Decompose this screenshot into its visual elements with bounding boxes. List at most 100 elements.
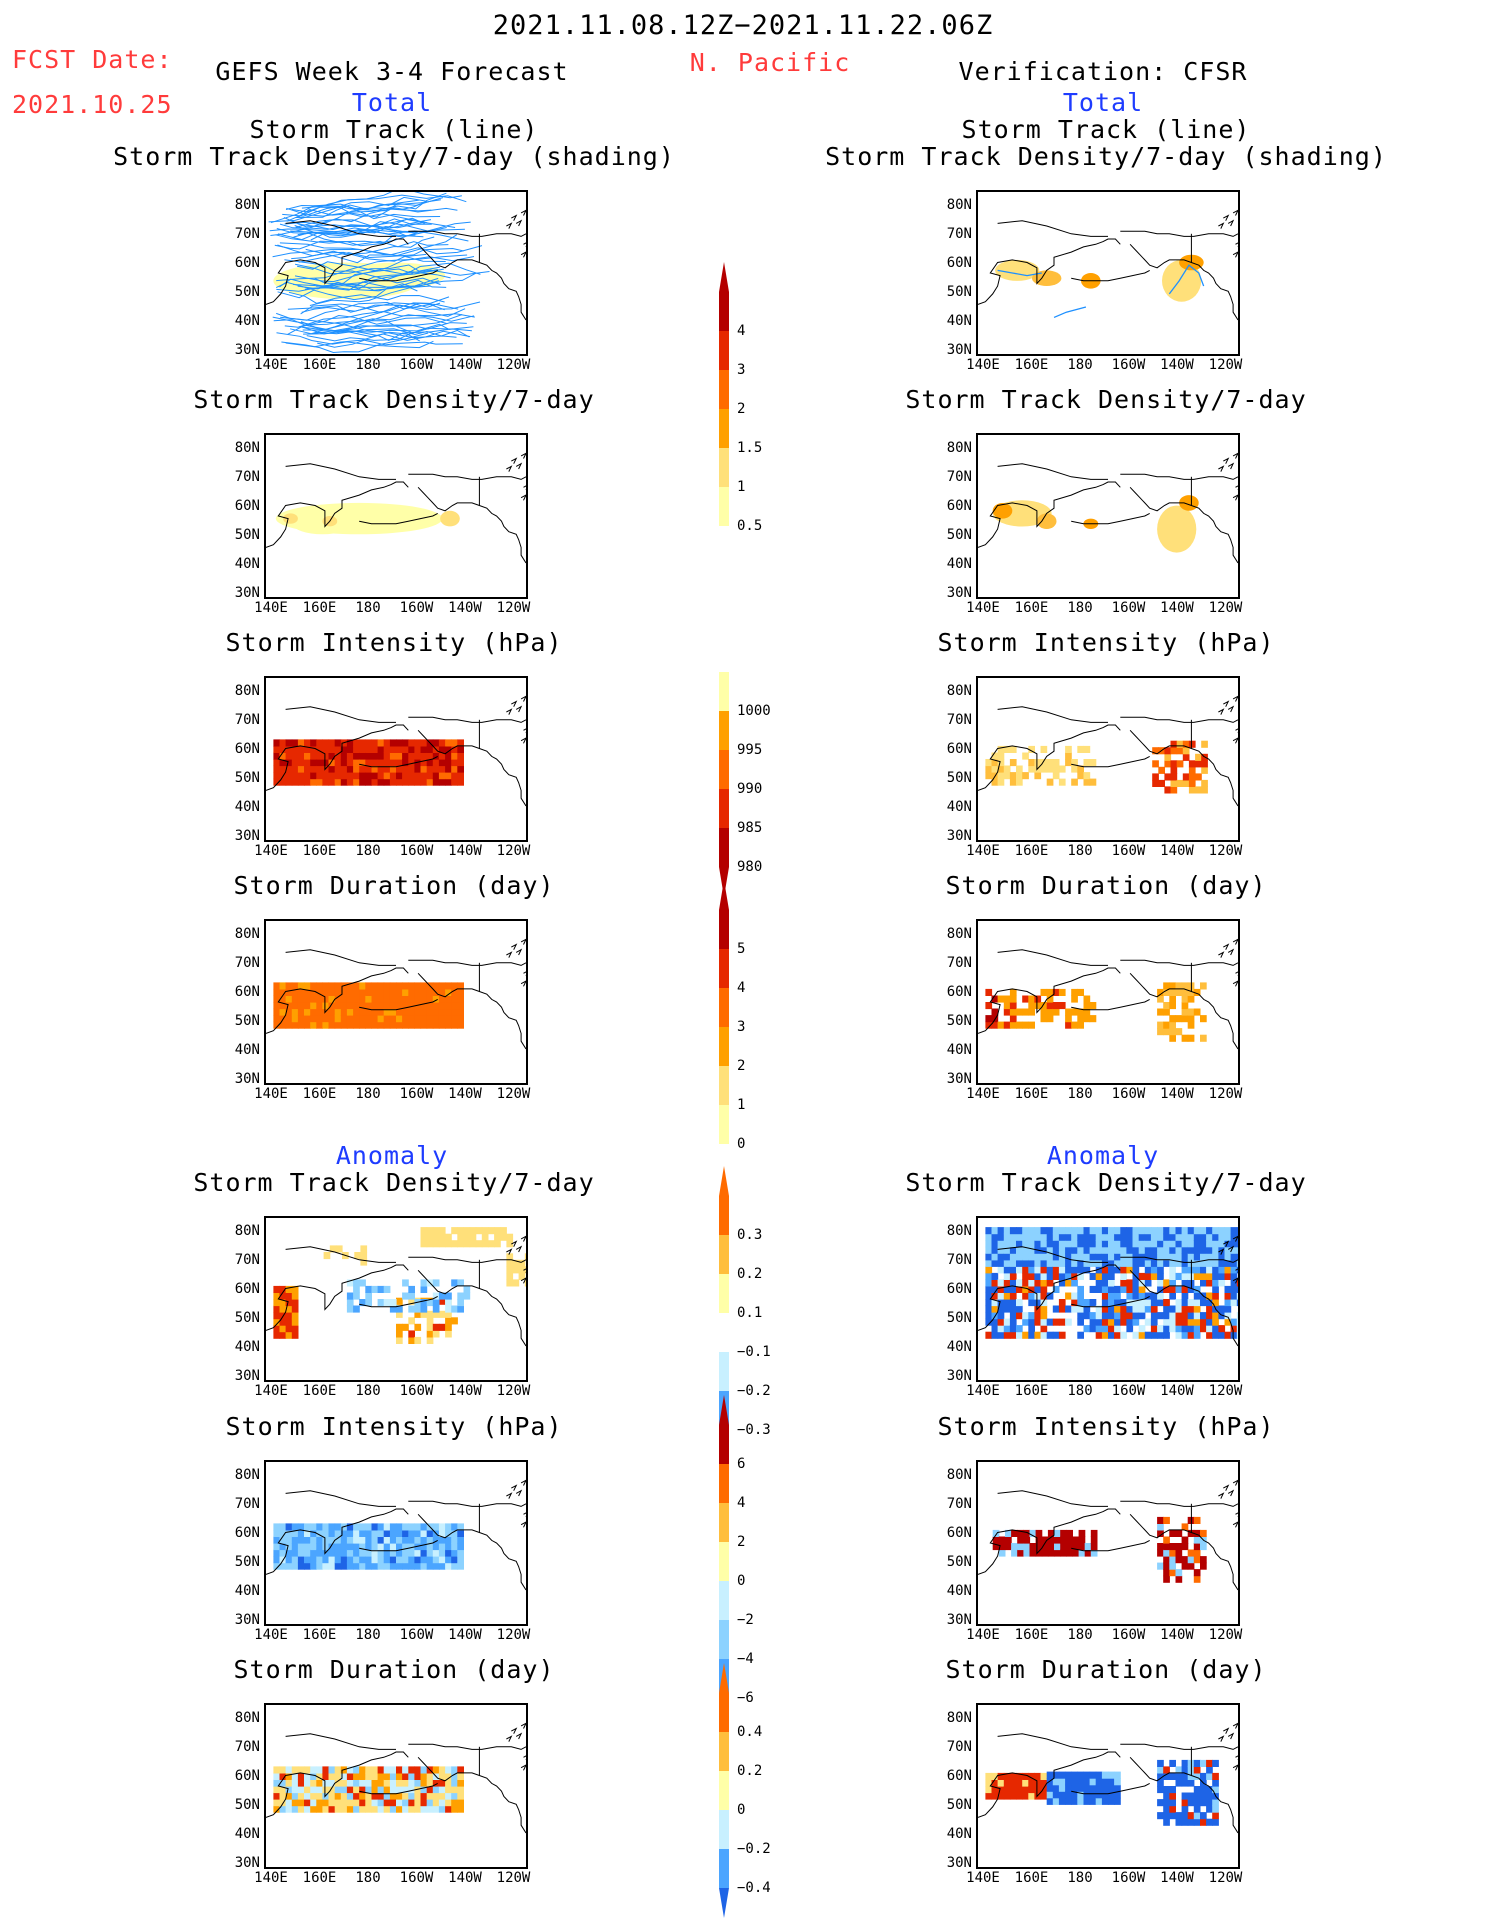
lat-tick-label: 30N — [946, 828, 972, 844]
lon-tick-label: 180 — [1067, 1627, 1093, 1643]
colorbar-tick-label: 3 — [737, 362, 746, 378]
panel-title: Storm Duration (day) — [945, 871, 1267, 900]
colorbar-tick-label: −0.2 — [737, 1383, 771, 1399]
colorbar-tick-label: −4 — [737, 1651, 754, 1667]
lat-tick-label: 40N — [946, 1583, 972, 1599]
lat-tick-label: 60N — [234, 984, 260, 1000]
lon-tick-label: 140E — [254, 600, 288, 616]
lat-tick-label: 70N — [234, 226, 260, 242]
lat-tick-label: 30N — [946, 1071, 972, 1087]
lon-tick-label: 140W — [1160, 843, 1194, 859]
lat-tick-label: 60N — [946, 984, 972, 1000]
lat-tick-label: 30N — [234, 1855, 260, 1871]
lat-tick-label: 70N — [946, 1496, 972, 1512]
colorbar-tick-label: 6 — [737, 1456, 746, 1472]
lon-tick-label: 120W — [1208, 1627, 1243, 1643]
panel-title: Storm Track (line) — [961, 115, 1251, 144]
lat-tick-label: 70N — [234, 955, 260, 971]
right-column-title: Verification: CFSR — [958, 57, 1248, 86]
lon-tick-label: 140W — [448, 600, 482, 616]
lat-tick-label: 80N — [946, 1710, 972, 1726]
lat-tick-label: 40N — [946, 799, 972, 815]
colorbar-tick-label: −0.2 — [737, 1841, 771, 1857]
lat-tick-label: 30N — [946, 1612, 972, 1628]
lon-tick-label: 120W — [1208, 843, 1243, 859]
lat-tick-label: 80N — [234, 1467, 260, 1483]
lon-tick-label: 140W — [1160, 1383, 1194, 1399]
lat-tick-label: 80N — [946, 197, 972, 213]
lat-tick-label: 70N — [234, 1496, 260, 1512]
map-panel-density-right — [976, 433, 1240, 599]
panel-title: Storm Intensity (hPa) — [937, 628, 1275, 657]
lon-tick-label: 160E — [302, 1627, 337, 1643]
lat-tick-label: 80N — [946, 1223, 972, 1239]
lon-tick-label: 140W — [448, 1383, 482, 1399]
lon-tick-label: 140E — [254, 1870, 288, 1886]
lat-tick-label: 80N — [946, 926, 972, 942]
colorbar-tick-label: 0.2 — [737, 1763, 763, 1779]
lat-tick-label: 70N — [234, 469, 260, 485]
lon-tick-label: 160W — [1111, 843, 1146, 859]
lon-tick-label: 180 — [355, 357, 381, 373]
lon-tick-label: 180 — [355, 1627, 381, 1643]
lon-tick-label: 120W — [1208, 1383, 1243, 1399]
lat-tick-label: 40N — [234, 313, 260, 329]
fcst-date: 2021.10.25 — [12, 90, 173, 119]
lat-tick-label: 40N — [234, 1583, 260, 1599]
map-panel-density-left — [264, 433, 528, 599]
lon-tick-label: 160E — [1014, 843, 1049, 859]
colorbar-tick-label: 0.2 — [737, 1266, 763, 1282]
right-anomaly-label: Anomaly — [1046, 1141, 1160, 1170]
lat-tick-label: 40N — [946, 1339, 972, 1355]
period-title: 2021.11.08.12Z−2021.11.22.06Z — [492, 10, 994, 41]
colorbar-tick-label: 0 — [737, 1136, 746, 1152]
lon-tick-label: 160W — [1111, 357, 1146, 373]
lat-tick-label: 60N — [946, 498, 972, 514]
colorbar-tick-label: 0.1 — [737, 1305, 763, 1321]
map-panel-intensity-right — [976, 676, 1240, 842]
colorbar-tick-label: 1 — [737, 479, 746, 495]
lon-tick-label: 160W — [399, 1383, 434, 1399]
lat-tick-label: 30N — [234, 1612, 260, 1628]
lon-tick-label: 120W — [1208, 600, 1243, 616]
lon-tick-label: 140E — [966, 357, 1000, 373]
lat-tick-label: 30N — [946, 585, 972, 601]
lon-tick-label: 160W — [399, 600, 434, 616]
lat-tick-label: 40N — [234, 1826, 260, 1842]
lat-tick-label: 50N — [234, 284, 260, 300]
left-total-label: Total — [351, 88, 433, 117]
colorbar-tick-label: 3 — [737, 1019, 746, 1035]
lat-tick-label: 70N — [234, 712, 260, 728]
panel-title: Storm Track Density/7-day — [193, 385, 595, 414]
panel-title: Storm Duration (day) — [233, 1655, 555, 1684]
lon-tick-label: 160E — [1014, 1086, 1049, 1102]
colorbar-tick-label: 990 — [737, 781, 763, 797]
lat-tick-label: 40N — [234, 799, 260, 815]
lat-tick-label: 60N — [946, 1525, 972, 1541]
map-panel-anom_intensity-left — [264, 1460, 528, 1626]
colorbar-tick-label: 0.4 — [737, 1724, 763, 1740]
panel-title: Storm Track Density/7-day (shading) — [825, 142, 1387, 171]
lon-tick-label: 160W — [1111, 1086, 1146, 1102]
colorbar-tick-label: 5 — [737, 941, 746, 957]
lat-tick-label: 50N — [234, 770, 260, 786]
lat-tick-label: 40N — [234, 1339, 260, 1355]
lat-tick-label: 40N — [946, 313, 972, 329]
lon-tick-label: 180 — [355, 1086, 381, 1102]
colorbar-tick-label: −6 — [737, 1690, 754, 1706]
colorbar-tick-label: 4 — [737, 1495, 746, 1511]
lat-tick-label: 70N — [946, 1739, 972, 1755]
map-panel-track-right — [976, 190, 1240, 356]
panel-title: Storm Track Density/7-day (shading) — [113, 142, 675, 171]
lat-tick-label: 70N — [946, 712, 972, 728]
panel-title: Storm Track Density/7-day — [905, 1168, 1307, 1197]
lon-tick-label: 180 — [1067, 1870, 1093, 1886]
lon-tick-label: 140E — [966, 1870, 1000, 1886]
colorbar-tick-label: 2 — [737, 1058, 746, 1074]
lon-tick-label: 120W — [1208, 1086, 1243, 1102]
lat-tick-label: 70N — [234, 1739, 260, 1755]
lat-tick-label: 70N — [234, 1252, 260, 1268]
map-panel-anom_duration-left — [264, 1703, 528, 1869]
map-panel-anom_density-left — [264, 1216, 528, 1382]
lon-tick-label: 140E — [966, 1383, 1000, 1399]
